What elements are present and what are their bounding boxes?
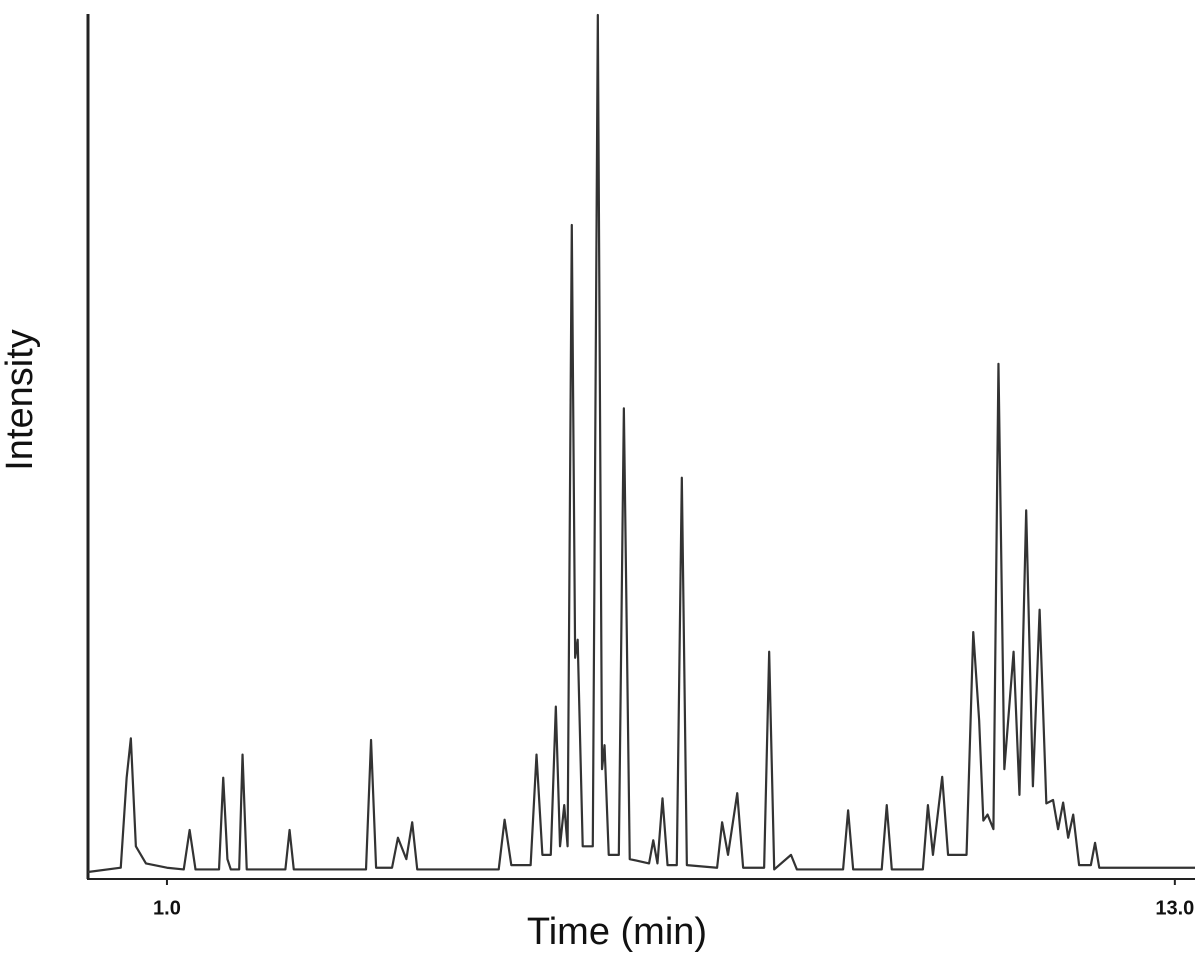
x-tick-label: 13.0 <box>1155 897 1194 919</box>
y-axis-title: Intensity <box>0 329 41 471</box>
x-axis-title: Time (min) <box>527 911 707 953</box>
x-tick-label: 1.0 <box>153 897 181 919</box>
trace <box>87 13 1195 874</box>
